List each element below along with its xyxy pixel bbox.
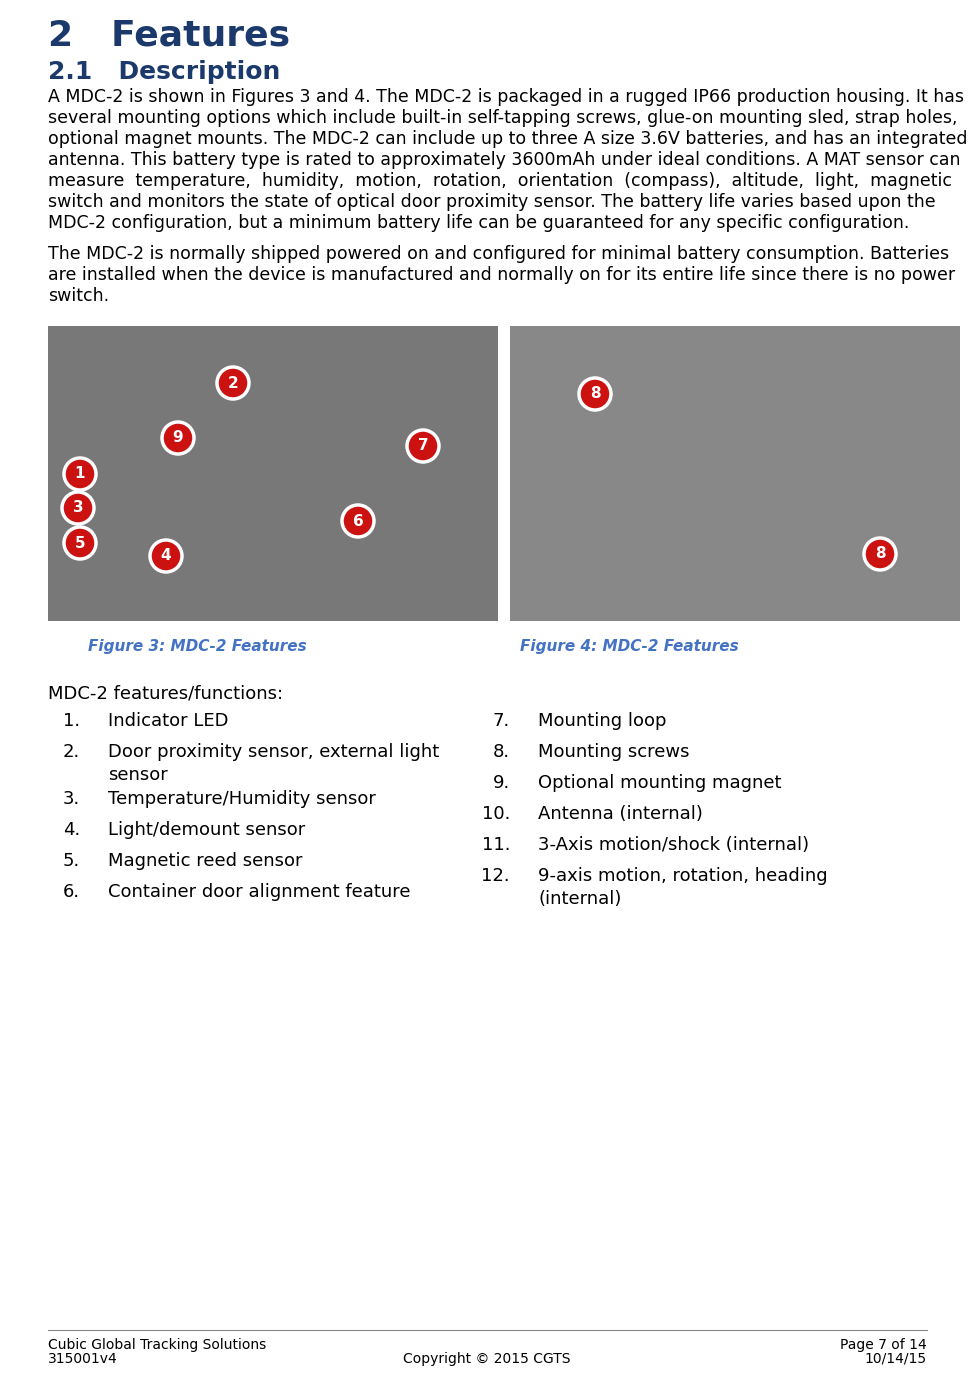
Text: switch and monitors the state of optical door proximity sensor. The battery life: switch and monitors the state of optical… [48,193,936,211]
Circle shape [62,493,94,524]
Circle shape [864,538,896,570]
Circle shape [150,539,182,572]
Text: Optional mounting magnet: Optional mounting magnet [538,773,782,793]
Text: Mounting screws: Mounting screws [538,743,689,761]
Text: 5: 5 [75,535,86,550]
Text: 7: 7 [417,439,428,454]
Circle shape [162,422,194,454]
Text: 315001v4: 315001v4 [48,1353,118,1366]
Text: optional magnet mounts. The MDC-2 can include up to three A size 3.6V batteries,: optional magnet mounts. The MDC-2 can in… [48,129,967,149]
Text: 2.1   Description: 2.1 Description [48,61,281,84]
Bar [510,326,960,621]
Text: 9.: 9. [492,773,510,793]
Text: Container door alignment feature: Container door alignment feature [108,883,410,901]
Text: 10/14/15: 10/14/15 [865,1353,927,1366]
Text: are installed when the device is manufactured and normally on for its entire lif: are installed when the device is manufac… [48,266,955,283]
Text: MDC-2 features/functions:: MDC-2 features/functions: [48,684,283,702]
Text: Light/demount sensor: Light/demount sensor [108,821,305,839]
Text: 4.: 4. [62,821,80,839]
Text: 12.: 12. [482,867,510,885]
Text: 9-axis motion, rotation, heading: 9-axis motion, rotation, heading [538,867,828,885]
Text: several mounting options which include built-in self-tapping screws, glue-on mou: several mounting options which include b… [48,109,957,127]
Circle shape [64,458,96,490]
Text: Indicator LED: Indicator LED [108,711,228,731]
Text: 10.: 10. [482,805,510,823]
Text: 8: 8 [590,387,601,402]
Text: 8.: 8. [493,743,510,761]
Text: measure  temperature,  humidity,  motion,  rotation,  orientation  (compass),  a: measure temperature, humidity, motion, r… [48,172,952,190]
Text: Page 7 of 14: Page 7 of 14 [840,1337,927,1353]
Text: 9: 9 [173,431,183,446]
Text: (internal): (internal) [538,890,621,908]
Text: 1.: 1. [62,711,80,731]
Text: Cubic Global Tracking Solutions: Cubic Global Tracking Solutions [48,1337,266,1353]
Text: 11.: 11. [482,837,510,854]
Text: Figure 3: MDC-2 Features: Figure 3: MDC-2 Features [88,638,307,654]
Text: 2: 2 [227,376,238,391]
Circle shape [407,429,439,462]
Text: Mounting loop: Mounting loop [538,711,667,731]
Text: 5.: 5. [62,852,80,870]
Circle shape [64,527,96,559]
Text: Magnetic reed sensor: Magnetic reed sensor [108,852,302,870]
Text: sensor: sensor [108,766,168,784]
Text: 2   Features: 2 Features [48,18,291,52]
Text: The MDC-2 is normally shipped powered on and configured for minimal battery cons: The MDC-2 is normally shipped powered on… [48,245,949,263]
Text: Copyright © 2015 CGTS: Copyright © 2015 CGTS [404,1353,570,1366]
Text: 1: 1 [75,466,85,482]
Text: 3-Axis motion/shock (internal): 3-Axis motion/shock (internal) [538,837,809,854]
Text: 2.: 2. [62,743,80,761]
Bar [48,326,498,621]
Text: 3: 3 [73,501,83,516]
Text: 3.: 3. [62,790,80,808]
Text: antenna. This battery type is rated to approximately 3600mAh under ideal conditi: antenna. This battery type is rated to a… [48,151,960,169]
Text: 8: 8 [875,546,885,561]
Text: A MDC-2 is shown in Figures 3 and 4. The MDC-2 is packaged in a rugged IP66 prod: A MDC-2 is shown in Figures 3 and 4. The… [48,88,964,106]
Text: MDC-2 configuration, but a minimum battery life can be guaranteed for any specif: MDC-2 configuration, but a minimum batte… [48,215,910,233]
Text: 6.: 6. [62,883,80,901]
Text: switch.: switch. [48,288,109,305]
Text: 6: 6 [353,513,364,528]
Text: 4: 4 [161,549,172,564]
Text: Temperature/Humidity sensor: Temperature/Humidity sensor [108,790,376,808]
Circle shape [217,367,249,399]
Circle shape [579,378,611,410]
Text: Door proximity sensor, external light: Door proximity sensor, external light [108,743,440,761]
Text: Figure 4: MDC-2 Features: Figure 4: MDC-2 Features [520,638,739,654]
Text: Antenna (internal): Antenna (internal) [538,805,703,823]
Text: 7.: 7. [492,711,510,731]
Circle shape [342,505,374,537]
